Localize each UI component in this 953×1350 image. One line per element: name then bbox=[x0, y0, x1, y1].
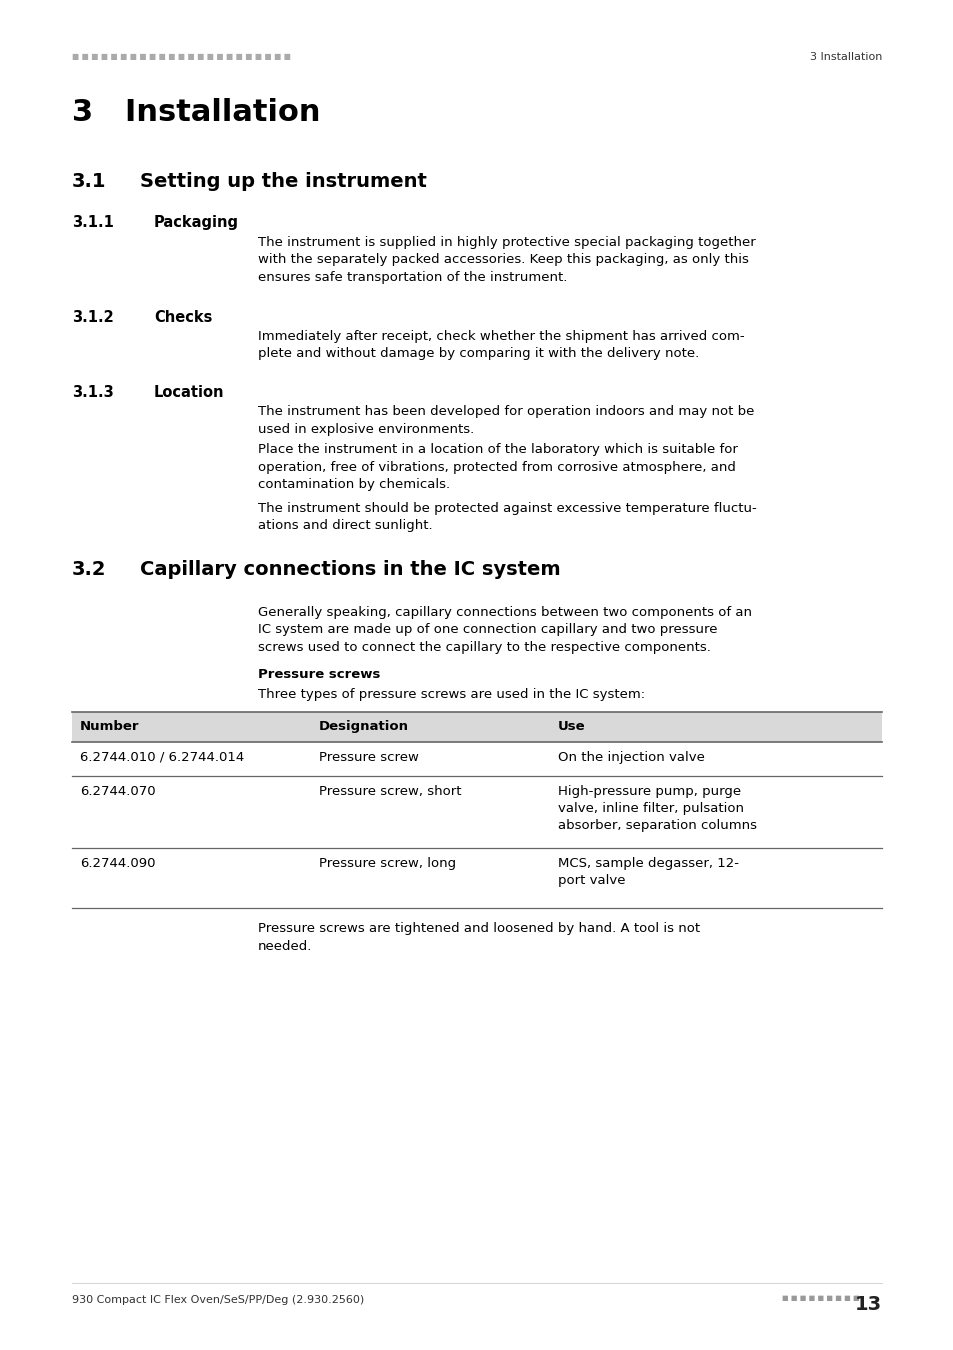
Text: Number: Number bbox=[80, 720, 139, 733]
Text: Setting up the instrument: Setting up the instrument bbox=[140, 171, 426, 190]
Text: Location: Location bbox=[153, 385, 224, 400]
Text: ■ ■ ■ ■ ■ ■ ■ ■ ■ ■ ■ ■ ■ ■ ■ ■ ■ ■ ■ ■ ■ ■ ■: ■ ■ ■ ■ ■ ■ ■ ■ ■ ■ ■ ■ ■ ■ ■ ■ ■ ■ ■ ■ … bbox=[71, 53, 294, 61]
Text: Packaging: Packaging bbox=[153, 215, 239, 230]
Text: Checks: Checks bbox=[153, 310, 213, 325]
Text: 6.2744.070: 6.2744.070 bbox=[80, 784, 155, 798]
Text: Pressure screw, long: Pressure screw, long bbox=[318, 857, 456, 869]
Text: 3.1.3: 3.1.3 bbox=[71, 385, 113, 400]
Text: Pressure screw: Pressure screw bbox=[318, 751, 418, 764]
Text: On the injection valve: On the injection valve bbox=[558, 751, 704, 764]
Text: The instrument is supplied in highly protective special packaging together
with : The instrument is supplied in highly pro… bbox=[257, 236, 755, 284]
Text: Pressure screw, short: Pressure screw, short bbox=[318, 784, 461, 798]
Text: 6.2744.090: 6.2744.090 bbox=[80, 857, 155, 869]
Text: 3 Installation: 3 Installation bbox=[809, 53, 882, 62]
Text: Designation: Designation bbox=[318, 720, 409, 733]
Text: Place the instrument in a location of the laboratory which is suitable for
opera: Place the instrument in a location of th… bbox=[257, 443, 737, 491]
Text: 3   Installation: 3 Installation bbox=[71, 99, 320, 127]
Text: 13: 13 bbox=[854, 1295, 882, 1314]
Text: Generally speaking, capillary connections between two components of an
IC system: Generally speaking, capillary connection… bbox=[257, 606, 751, 653]
Text: The instrument has been developed for operation indoors and may not be
used in e: The instrument has been developed for op… bbox=[257, 405, 754, 436]
Text: Pressure screws: Pressure screws bbox=[257, 668, 380, 680]
Text: 930 Compact IC Flex Oven/SeS/PP/Deg (2.930.2560): 930 Compact IC Flex Oven/SeS/PP/Deg (2.9… bbox=[71, 1295, 364, 1305]
Bar bbox=[71, 711, 882, 743]
Text: Use: Use bbox=[558, 720, 585, 733]
Text: Capillary connections in the IC system: Capillary connections in the IC system bbox=[140, 560, 560, 579]
Text: Three types of pressure screws are used in the IC system:: Three types of pressure screws are used … bbox=[257, 688, 644, 701]
Text: 3.2: 3.2 bbox=[71, 560, 107, 579]
Text: 6.2744.010 / 6.2744.014: 6.2744.010 / 6.2744.014 bbox=[80, 751, 244, 764]
Text: 3.1.1: 3.1.1 bbox=[71, 215, 113, 230]
Text: 3.1: 3.1 bbox=[71, 171, 107, 190]
Text: MCS, sample degasser, 12-
port valve: MCS, sample degasser, 12- port valve bbox=[558, 857, 739, 887]
Text: ■ ■ ■ ■ ■ ■ ■ ■ ■: ■ ■ ■ ■ ■ ■ ■ ■ ■ bbox=[781, 1295, 862, 1301]
Text: 3.1.2: 3.1.2 bbox=[71, 310, 113, 325]
Text: Pressure screws are tightened and loosened by hand. A tool is not
needed.: Pressure screws are tightened and loosen… bbox=[257, 922, 700, 953]
Text: High-pressure pump, purge
valve, inline filter, pulsation
absorber, separation c: High-pressure pump, purge valve, inline … bbox=[558, 784, 756, 833]
Text: The instrument should be protected against excessive temperature fluctu-
ations : The instrument should be protected again… bbox=[257, 502, 756, 532]
Text: Immediately after receipt, check whether the shipment has arrived com-
plete and: Immediately after receipt, check whether… bbox=[257, 329, 744, 360]
